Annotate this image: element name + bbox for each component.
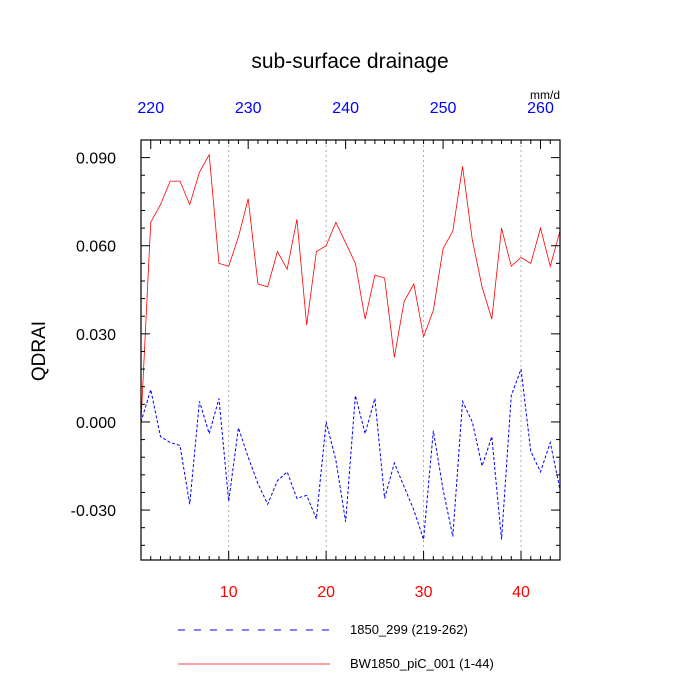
y-tick-label: -0.030: [71, 503, 116, 520]
x-tick-label-bottom: 30: [415, 584, 433, 601]
plot-frame: [140, 139, 561, 561]
x-tick-label-bottom: 40: [512, 584, 530, 601]
legend-label-bw1850: BW1850_piC_001 (1-44): [350, 656, 494, 671]
legend-label-1850-299: 1850_299 (219-262): [350, 622, 468, 637]
gridlines: [228, 140, 522, 560]
x-tick-label-bottom: 20: [317, 584, 335, 601]
series-line-bw1850: [140, 153, 561, 422]
units-label: mm/d: [530, 88, 560, 102]
y-axis-label: QDRAI: [29, 321, 50, 381]
y-tick-label: 0.030: [76, 327, 116, 344]
y-tick-label: 0.090: [76, 151, 116, 168]
x-tick-label-top: 250: [430, 100, 457, 117]
chart-title: sub-surface drainage: [251, 50, 448, 73]
x-tick-label-top: 230: [235, 100, 262, 117]
y-tick-label: 0.000: [76, 415, 116, 432]
y-tick-label: 0.060: [76, 239, 116, 256]
axes: 10 20 30 40 220 230 240 250 260 0.090 0.060 0.030 0.…: [71, 100, 561, 601]
series-line-1850-299: [140, 368, 561, 540]
x-tick-label-top: 260: [527, 100, 554, 117]
x-tick-label-top: 240: [332, 100, 359, 117]
x-tick-label-bottom: 10: [220, 584, 238, 601]
series-group: [140, 153, 561, 540]
x-tick-label-top: 220: [137, 100, 164, 117]
legend: 1850_299 (219-262) BW1850_piC_001 (1-44): [178, 622, 494, 671]
